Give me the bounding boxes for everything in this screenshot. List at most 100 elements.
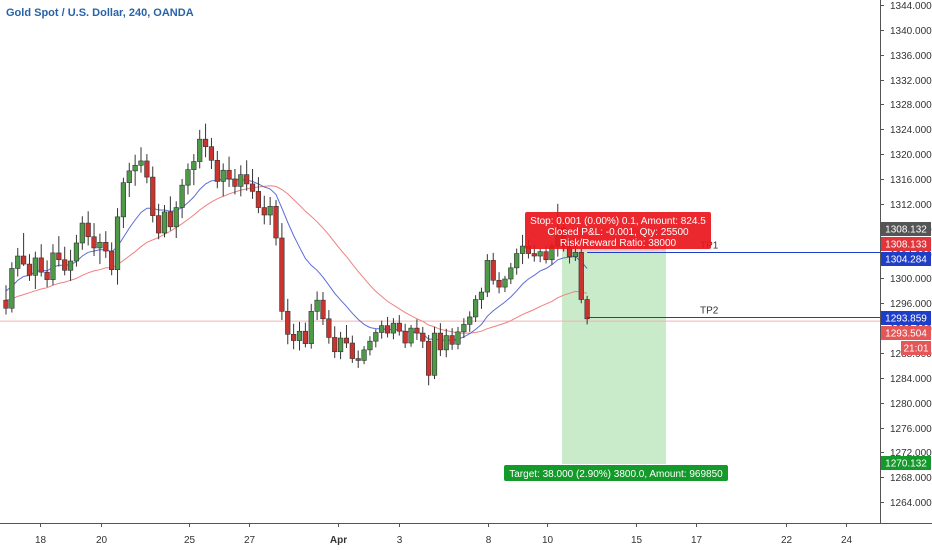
x-tick-label: 20 bbox=[96, 535, 108, 546]
candle[interactable] bbox=[67, 249, 74, 281]
candle[interactable] bbox=[185, 163, 191, 195]
candle[interactable] bbox=[537, 247, 543, 263]
candle[interactable] bbox=[584, 295, 590, 325]
candle[interactable] bbox=[232, 169, 238, 195]
candle[interactable] bbox=[220, 163, 226, 197]
candle[interactable] bbox=[73, 234, 80, 267]
candle[interactable] bbox=[355, 350, 361, 368]
candle[interactable] bbox=[214, 150, 220, 189]
candle[interactable] bbox=[32, 251, 38, 289]
candle[interactable] bbox=[326, 310, 332, 344]
candle[interactable] bbox=[467, 311, 473, 332]
candle[interactable] bbox=[490, 252, 496, 285]
candle[interactable] bbox=[414, 319, 420, 340]
candle[interactable] bbox=[91, 223, 97, 257]
candle[interactable] bbox=[379, 320, 385, 339]
candle[interactable] bbox=[126, 162, 132, 197]
candle[interactable] bbox=[109, 242, 115, 276]
candle-body bbox=[267, 206, 273, 216]
candle[interactable] bbox=[408, 325, 414, 347]
candle[interactable] bbox=[44, 260, 50, 288]
candle[interactable] bbox=[437, 323, 443, 357]
candle[interactable] bbox=[455, 326, 461, 350]
candle[interactable] bbox=[361, 346, 367, 365]
candle[interactable] bbox=[132, 154, 138, 186]
candle[interactable] bbox=[343, 325, 350, 349]
candle[interactable] bbox=[431, 326, 438, 380]
candle[interactable] bbox=[443, 328, 449, 358]
price-tag: 1308.132 bbox=[881, 222, 931, 236]
candle[interactable] bbox=[320, 292, 326, 326]
candle[interactable] bbox=[367, 336, 373, 356]
candle[interactable] bbox=[173, 201, 179, 238]
candle[interactable] bbox=[426, 334, 432, 386]
candle[interactable] bbox=[484, 254, 490, 298]
target-info-box: Target: 38.000 (2.90%) 3800.0, Amount: 9… bbox=[504, 465, 728, 481]
candle[interactable] bbox=[120, 177, 126, 229]
candle[interactable] bbox=[244, 160, 250, 191]
candle[interactable] bbox=[15, 247, 21, 277]
candle[interactable] bbox=[314, 291, 320, 321]
candle[interactable] bbox=[373, 329, 379, 348]
candle[interactable] bbox=[21, 233, 27, 266]
candle[interactable] bbox=[56, 236, 62, 267]
candle[interactable] bbox=[144, 154, 150, 184]
time-axis[interactable]: 18 20 25 27 Apr 3 8 10 15 17 22 24 bbox=[35, 523, 853, 546]
candle[interactable] bbox=[478, 287, 485, 309]
candle[interactable] bbox=[50, 244, 56, 286]
y-tick-label: 1264.000 bbox=[890, 498, 932, 509]
candle[interactable] bbox=[197, 129, 203, 169]
candle[interactable] bbox=[273, 200, 279, 246]
candle[interactable] bbox=[578, 248, 584, 304]
candle[interactable] bbox=[390, 318, 397, 340]
candle[interactable] bbox=[62, 246, 68, 276]
candle[interactable] bbox=[402, 323, 408, 349]
candle[interactable] bbox=[449, 328, 455, 350]
candle[interactable] bbox=[9, 262, 15, 313]
candle[interactable] bbox=[161, 205, 168, 238]
candle[interactable] bbox=[202, 123, 209, 158]
candle[interactable] bbox=[308, 303, 314, 349]
candle[interactable] bbox=[514, 248, 520, 275]
candle[interactable] bbox=[349, 335, 355, 363]
candle[interactable] bbox=[396, 315, 402, 336]
candle[interactable] bbox=[167, 196, 173, 231]
candle[interactable] bbox=[296, 321, 303, 351]
candle[interactable] bbox=[26, 254, 33, 281]
candle[interactable] bbox=[103, 231, 109, 258]
candle[interactable] bbox=[97, 233, 103, 265]
candle[interactable] bbox=[138, 147, 144, 173]
candle[interactable] bbox=[179, 178, 185, 219]
candle[interactable] bbox=[38, 244, 44, 277]
candle[interactable] bbox=[238, 165, 244, 197]
candle[interactable] bbox=[285, 298, 291, 345]
candle[interactable] bbox=[150, 166, 156, 223]
candle[interactable] bbox=[261, 195, 267, 225]
candle[interactable] bbox=[226, 156, 232, 188]
candle[interactable] bbox=[114, 208, 121, 285]
candle-body bbox=[420, 332, 426, 342]
candle[interactable] bbox=[291, 323, 297, 350]
candle[interactable] bbox=[3, 285, 9, 315]
candle[interactable] bbox=[496, 272, 502, 294]
candle[interactable] bbox=[267, 196, 273, 225]
candle[interactable] bbox=[337, 331, 344, 360]
candle[interactable] bbox=[384, 316, 391, 338]
candle[interactable] bbox=[472, 295, 479, 322]
candle[interactable] bbox=[191, 154, 197, 186]
candle[interactable] bbox=[332, 326, 338, 358]
candle[interactable] bbox=[519, 234, 526, 265]
candle[interactable] bbox=[461, 318, 467, 339]
candle[interactable] bbox=[420, 326, 426, 349]
candle[interactable] bbox=[255, 177, 262, 214]
candle[interactable] bbox=[302, 322, 308, 348]
candle[interactable] bbox=[208, 137, 215, 170]
candle[interactable] bbox=[279, 223, 285, 321]
candle[interactable] bbox=[249, 169, 256, 199]
candle[interactable] bbox=[79, 216, 85, 250]
candle[interactable] bbox=[502, 275, 508, 293]
candle[interactable] bbox=[508, 262, 514, 284]
candle[interactable] bbox=[85, 211, 91, 246]
candle[interactable] bbox=[156, 203, 162, 240]
